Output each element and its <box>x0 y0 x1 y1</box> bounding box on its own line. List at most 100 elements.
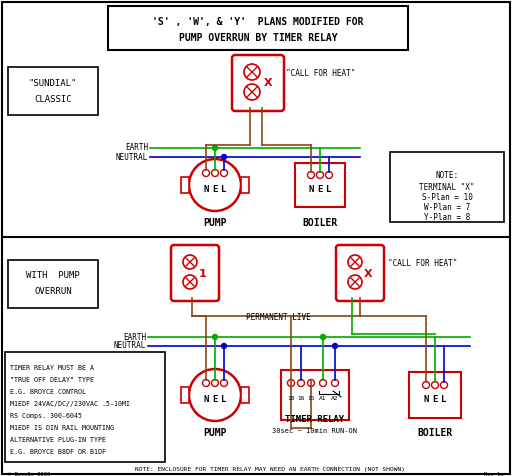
Circle shape <box>203 379 209 387</box>
Text: PERMANENT LIVE: PERMANENT LIVE <box>246 314 310 323</box>
Text: L: L <box>441 396 446 405</box>
Circle shape <box>212 146 218 150</box>
Text: NEUTRAL: NEUTRAL <box>116 152 148 161</box>
Text: EARTH: EARTH <box>125 143 148 152</box>
Circle shape <box>316 171 324 178</box>
Text: N: N <box>203 186 209 195</box>
Circle shape <box>326 171 332 178</box>
Text: RS Comps. 300-6045: RS Comps. 300-6045 <box>10 413 82 419</box>
FancyBboxPatch shape <box>409 372 461 418</box>
Text: L: L <box>221 396 227 405</box>
Circle shape <box>244 84 260 100</box>
Circle shape <box>203 169 209 177</box>
Text: "TRUE OFF DELAY" TYPE: "TRUE OFF DELAY" TYPE <box>10 377 94 383</box>
Circle shape <box>222 155 226 159</box>
FancyBboxPatch shape <box>241 387 249 403</box>
FancyBboxPatch shape <box>281 370 349 420</box>
Text: ALTERNATIVE PLUG-IN TYPE: ALTERNATIVE PLUG-IN TYPE <box>10 437 106 443</box>
Text: NOTE:: NOTE: <box>435 170 459 179</box>
Circle shape <box>319 379 327 387</box>
Circle shape <box>183 255 197 269</box>
Text: 'S' , 'W', & 'Y'  PLANS MODIFIED FOR: 'S' , 'W', & 'Y' PLANS MODIFIED FOR <box>152 17 364 27</box>
Text: M1EDF 24VAC/DC//230VAC .5-10MI: M1EDF 24VAC/DC//230VAC .5-10MI <box>10 401 130 407</box>
Text: E.G. BROYCE B8DF OR B1DF: E.G. BROYCE B8DF OR B1DF <box>10 449 106 455</box>
Text: PUMP: PUMP <box>203 428 227 438</box>
FancyBboxPatch shape <box>5 352 165 462</box>
Text: X: X <box>364 269 372 279</box>
Circle shape <box>348 275 362 289</box>
Circle shape <box>308 379 314 387</box>
Circle shape <box>222 344 226 348</box>
FancyBboxPatch shape <box>241 177 249 193</box>
Circle shape <box>331 379 338 387</box>
Text: NEUTRAL: NEUTRAL <box>114 341 146 350</box>
Text: © BeveSc 2009: © BeveSc 2009 <box>8 472 50 476</box>
Text: E: E <box>212 396 218 405</box>
Circle shape <box>308 171 314 178</box>
Text: WITH  PUMP: WITH PUMP <box>26 270 80 279</box>
Text: Y-Plan = 8: Y-Plan = 8 <box>424 214 470 222</box>
Circle shape <box>212 335 218 339</box>
Circle shape <box>440 381 447 388</box>
Text: BOILER: BOILER <box>303 218 337 228</box>
Text: NOTE: ENCLOSURE FOR TIMER RELAY MAY NEED AN EARTH CONNECTION (NOT SHOWN): NOTE: ENCLOSURE FOR TIMER RELAY MAY NEED… <box>135 467 405 473</box>
Circle shape <box>297 379 305 387</box>
Text: W-Plan = 7: W-Plan = 7 <box>424 204 470 212</box>
FancyBboxPatch shape <box>8 260 98 308</box>
FancyBboxPatch shape <box>336 245 384 301</box>
Text: "CALL FOR HEAT": "CALL FOR HEAT" <box>286 69 355 79</box>
Text: PUMP: PUMP <box>203 218 227 228</box>
Text: "CALL FOR HEAT": "CALL FOR HEAT" <box>388 259 457 268</box>
Circle shape <box>189 369 241 421</box>
Circle shape <box>432 381 438 388</box>
Circle shape <box>183 275 197 289</box>
FancyBboxPatch shape <box>171 245 219 301</box>
Text: OVERRUN: OVERRUN <box>34 288 72 297</box>
FancyBboxPatch shape <box>295 163 345 207</box>
Text: E: E <box>432 396 438 405</box>
Text: L: L <box>221 186 227 195</box>
Text: TIMER RELAY: TIMER RELAY <box>285 415 345 424</box>
FancyBboxPatch shape <box>108 6 408 50</box>
Text: M1EDF IS DIN RAIL MOUNTING: M1EDF IS DIN RAIL MOUNTING <box>10 425 114 431</box>
Circle shape <box>221 169 227 177</box>
FancyBboxPatch shape <box>390 152 504 222</box>
Text: 30sec ~ 10min RUN-ON: 30sec ~ 10min RUN-ON <box>272 428 357 434</box>
Text: "SUNDIAL": "SUNDIAL" <box>29 79 77 88</box>
Text: E: E <box>212 186 218 195</box>
Text: CLASSIC: CLASSIC <box>34 96 72 105</box>
Circle shape <box>211 169 219 177</box>
Circle shape <box>348 255 362 269</box>
Circle shape <box>288 379 294 387</box>
Circle shape <box>221 379 227 387</box>
Text: 1: 1 <box>199 269 207 279</box>
Text: X: X <box>264 78 272 88</box>
Text: E.G. BROYCE CONTROL: E.G. BROYCE CONTROL <box>10 389 86 395</box>
Text: N: N <box>203 396 209 405</box>
FancyBboxPatch shape <box>181 177 189 193</box>
Text: S-Plan = 10: S-Plan = 10 <box>421 194 473 202</box>
Text: A1: A1 <box>319 397 327 401</box>
Circle shape <box>422 381 430 388</box>
Text: 16: 16 <box>297 397 305 401</box>
Text: E: E <box>317 186 323 195</box>
Text: A2: A2 <box>331 397 339 401</box>
FancyBboxPatch shape <box>232 55 284 111</box>
Text: TIMER RELAY MUST BE A: TIMER RELAY MUST BE A <box>10 365 94 371</box>
Text: Rev 1a: Rev 1a <box>484 472 504 476</box>
Text: TERMINAL "X": TERMINAL "X" <box>419 182 475 191</box>
Text: 18: 18 <box>287 397 295 401</box>
Text: N: N <box>423 396 429 405</box>
Text: PUMP OVERRUN BY TIMER RELAY: PUMP OVERRUN BY TIMER RELAY <box>179 33 337 43</box>
FancyBboxPatch shape <box>181 387 189 403</box>
Text: EARTH: EARTH <box>123 333 146 341</box>
Text: BOILER: BOILER <box>417 428 453 438</box>
Text: 15: 15 <box>307 397 315 401</box>
Circle shape <box>211 379 219 387</box>
Circle shape <box>332 344 337 348</box>
Circle shape <box>244 64 260 80</box>
Text: N: N <box>308 186 314 195</box>
Circle shape <box>189 159 241 211</box>
Text: L: L <box>326 186 332 195</box>
FancyBboxPatch shape <box>8 67 98 115</box>
